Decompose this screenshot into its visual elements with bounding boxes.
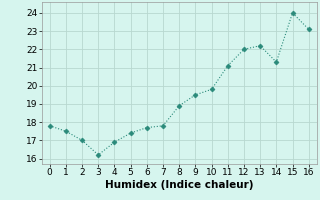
X-axis label: Humidex (Indice chaleur): Humidex (Indice chaleur): [105, 180, 253, 190]
